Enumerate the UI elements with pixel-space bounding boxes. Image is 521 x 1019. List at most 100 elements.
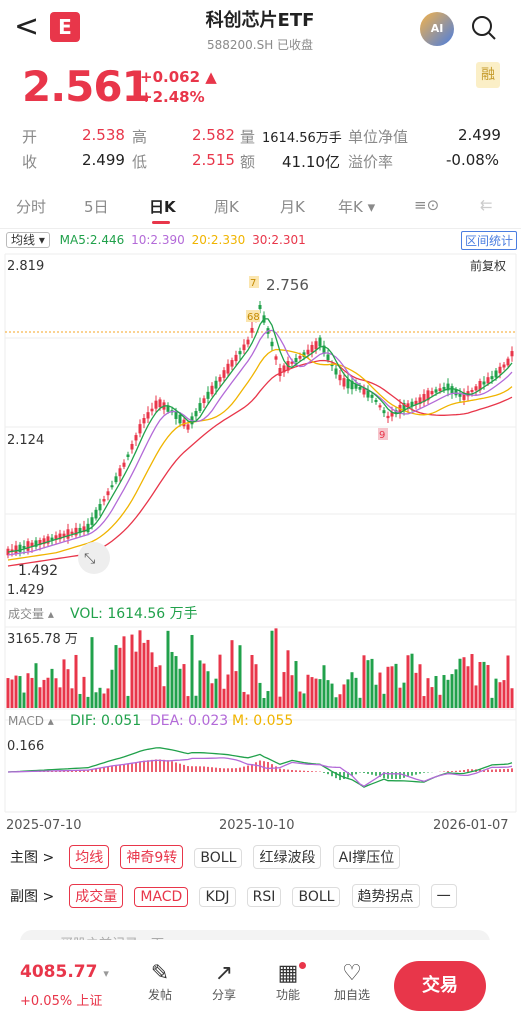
margin-badge[interactable]: 融 (476, 62, 500, 88)
volume-bar (198, 660, 202, 708)
volume-bar (350, 672, 354, 708)
macd-bar (491, 769, 493, 772)
range-stats-button[interactable]: 区间统计 (460, 231, 517, 250)
macd-bar (179, 763, 181, 772)
search-icon[interactable] (470, 14, 498, 42)
macd-bar (355, 772, 357, 775)
macd-bar (335, 772, 337, 779)
volume-bar (342, 684, 346, 708)
sub-option-boll[interactable]: BOLL (292, 887, 341, 907)
macd-dif-value: DIF: 0.051 (70, 713, 141, 729)
volume-indicator-label[interactable]: 成交量 ▴ (8, 606, 54, 621)
index-dropdown-icon[interactable]: ▾ (103, 967, 109, 980)
stat-value: 2.499 (82, 151, 125, 169)
notification-dot (299, 962, 306, 969)
chart-settings-icon[interactable]: ≡⊙ (414, 196, 440, 214)
index-value[interactable]: 4085.77 ▾ (20, 962, 109, 982)
volume-bar (114, 645, 118, 708)
macd-bar (487, 769, 489, 772)
tab-5day[interactable]: 5日 (84, 198, 109, 216)
volume-bar (458, 658, 462, 708)
nine-turn-marker-label: 68 (247, 312, 260, 323)
post-label: 发帖 (147, 988, 172, 1002)
macd-bar (191, 766, 193, 772)
macd-bar (311, 771, 313, 772)
main-option-red-green-wave[interactable]: 红绿波段 (253, 845, 322, 869)
grid-icon: ▦ (277, 961, 299, 986)
fullscreen-button[interactable] (78, 542, 110, 574)
volume-bar (138, 630, 142, 708)
volume-bar (282, 672, 286, 708)
index-value-text: 4085.77 (20, 962, 98, 982)
main-option-boll[interactable]: BOLL (194, 848, 243, 868)
sub-option-macd[interactable]: MACD (134, 887, 189, 907)
main-chart-label[interactable]: 主图 > (10, 850, 55, 866)
macd-bar (451, 771, 453, 772)
volume-bar (98, 687, 102, 708)
add-watchlist-label: 加自选 (333, 988, 370, 1002)
volume-bar (394, 663, 398, 708)
volume-bar (206, 671, 210, 708)
main-option-ai-support[interactable]: AI撑压位 (332, 845, 401, 869)
tab-yearly-k[interactable]: 年K ▾ (338, 198, 376, 216)
volume-bar (474, 685, 478, 708)
macd-bar (367, 772, 369, 774)
volume-bar (278, 696, 282, 708)
stat-value: 2.515 (192, 151, 235, 169)
functions-button[interactable]: ▦ 功能 (263, 962, 313, 1003)
back-button[interactable]: < (14, 9, 40, 44)
tab-monthly-k[interactable]: 月K (280, 198, 305, 216)
volume-bar (466, 666, 470, 708)
volume-bar (454, 669, 458, 708)
sub-option-rsi[interactable]: RSI (246, 887, 282, 907)
main-option-ma[interactable]: 均线 (69, 845, 110, 869)
macd-bar (415, 772, 417, 775)
volume-bar (254, 664, 258, 708)
index-change: +0.05% 上证 (20, 994, 103, 1009)
volume-bar (510, 688, 514, 708)
stat-value: 2.582 (192, 126, 235, 144)
macd-bar (155, 759, 157, 772)
main-option-nine-turn[interactable]: 神奇9转 (120, 845, 184, 869)
collapse-icon[interactable]: ⇇ (480, 196, 493, 214)
volume-bar (362, 655, 366, 708)
volume-bar (202, 663, 206, 708)
volume-bar (154, 666, 158, 708)
expand-icon: ⤡ (84, 551, 95, 567)
macd-bar (135, 762, 137, 772)
volume-bar (126, 695, 130, 708)
macd-bar (511, 768, 513, 772)
volume-bar (274, 628, 278, 708)
adjust-mode-label[interactable]: 前复权 (470, 258, 506, 273)
macd-bar (195, 766, 197, 772)
macd-bar (207, 766, 209, 772)
volume-bar (470, 654, 474, 708)
divider (0, 228, 521, 229)
volume-bar (238, 645, 242, 708)
ai-assistant-icon[interactable]: AI (420, 12, 454, 46)
share-button[interactable]: ↗ 分享 (199, 962, 249, 1003)
tab-daily-k[interactable]: 日K (149, 198, 176, 216)
add-watchlist-button[interactable]: ♡ 加自选 (327, 962, 377, 1003)
post-button[interactable]: ✎ 发帖 (135, 962, 185, 1003)
volume-bar (486, 665, 490, 708)
macd-bar (163, 759, 165, 772)
trade-button[interactable]: 交易 (394, 961, 486, 1011)
macd-indicator-label[interactable]: MACD ▴ (8, 714, 54, 728)
y-axis-mid-label: 2.124 (7, 433, 44, 448)
tab-intraday[interactable]: 分时 (16, 198, 47, 216)
sub-chart-label[interactable]: 副图 > (10, 889, 55, 905)
sub-option-trend-turn[interactable]: 趋势拐点 (351, 884, 420, 908)
ma-select[interactable]: 均线 ▾ (6, 232, 50, 248)
tab-weekly-k[interactable]: 周K (214, 198, 239, 216)
kline-chart-area[interactable]: 2.819 2.124 1.492 1.429 前复权 2.756 7 68 9… (0, 252, 521, 830)
macd-bar (275, 766, 277, 772)
sub-option-more[interactable]: 一 (430, 884, 457, 908)
sub-option-volume[interactable]: 成交量 (69, 884, 124, 908)
main-chart-options: 主图 > 均线 神奇9转 BOLL 红绿波段 AI撑压位 (10, 845, 520, 871)
volume-bar (130, 634, 134, 708)
sub-option-kdj[interactable]: KDJ (199, 887, 236, 907)
volume-bar (86, 696, 90, 708)
macd-bar (467, 769, 469, 772)
macd-bar (287, 769, 289, 772)
